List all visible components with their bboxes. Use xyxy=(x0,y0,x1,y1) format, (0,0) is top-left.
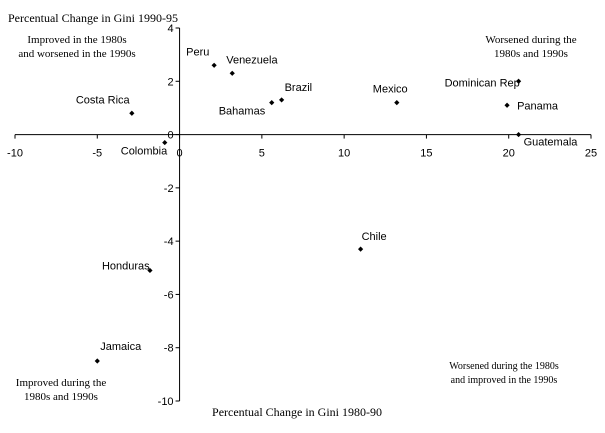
x-tick-label: 25 xyxy=(585,148,597,160)
quadrant-label: and improved in the 1990s xyxy=(451,375,558,386)
y-tick-label: -8 xyxy=(164,343,174,355)
point-label: Mexico xyxy=(373,84,408,96)
quadrant-label: Improved during the xyxy=(16,377,107,389)
data-point xyxy=(229,70,235,76)
data-point xyxy=(129,110,135,116)
quadrant-label: 1980s and 1990s xyxy=(494,48,568,60)
data-point xyxy=(211,62,217,68)
data-point xyxy=(358,246,364,252)
point-label: Venezuela xyxy=(226,54,278,66)
point-label: Guatemala xyxy=(524,137,579,149)
point-label: Chile xyxy=(362,231,387,243)
quadrant-label: Worsened during the 1980s xyxy=(449,361,559,372)
point-label: Peru xyxy=(186,46,209,58)
quadrant-label: Improved in the 1980s xyxy=(27,34,126,46)
y-tick-label: -6 xyxy=(164,289,174,301)
quadrant-label: 1980s and 1990s xyxy=(24,391,98,403)
data-point xyxy=(94,358,100,364)
data-point xyxy=(162,139,168,146)
y-tick-label: -10 xyxy=(158,396,174,408)
y-tick-label: 2 xyxy=(167,76,173,88)
data-point xyxy=(269,100,275,106)
point-label: Bahamas xyxy=(219,106,266,118)
point-label: Dominican Rep xyxy=(445,77,520,89)
data-point xyxy=(515,131,522,138)
y-tick-label: -2 xyxy=(164,183,174,195)
ticks: -10 -5 0 5 10 15 20 25 -10 -8 -6 -4 -2 0 2 4 xyxy=(7,23,597,408)
data-point xyxy=(147,267,153,274)
data-point xyxy=(279,97,285,103)
x-axis-title: Percentual Change in Gini 1980-90 xyxy=(212,405,382,419)
data-points: Peru Venezuela Brazil Bahamas Costa Rica Colo… xyxy=(76,46,579,364)
data-point xyxy=(504,102,510,108)
x-tick-label: -10 xyxy=(7,148,23,160)
y-tick-label: 0 xyxy=(167,130,173,142)
quadrant-label: and worsened in the 1990s xyxy=(18,48,135,60)
axes xyxy=(15,28,591,401)
point-label: Jamaica xyxy=(100,341,142,353)
x-tick-label: 15 xyxy=(420,148,432,160)
data-point xyxy=(394,100,400,106)
y-tick-label: 4 xyxy=(167,23,173,35)
point-label: Honduras xyxy=(102,260,150,272)
point-label: Brazil xyxy=(285,82,313,94)
x-tick-label: 5 xyxy=(259,148,265,160)
x-tick-label: 10 xyxy=(338,148,350,160)
x-tick-label: 0 xyxy=(177,148,183,160)
point-label: Costa Rica xyxy=(76,94,131,106)
point-label: Panama xyxy=(517,100,559,112)
quadrant-labels: Improved in the 1980s and worsened in the… xyxy=(16,34,577,403)
y-tick-label: -4 xyxy=(164,236,174,248)
data-point xyxy=(515,78,522,84)
quadrant-label: Worsened during the xyxy=(485,34,576,46)
y-axis-title: Percentual Change in Gini 1990-95 xyxy=(8,11,178,25)
x-tick-label: 20 xyxy=(503,148,515,160)
x-tick-label: -5 xyxy=(92,148,102,160)
point-label: Colombia xyxy=(121,146,168,158)
